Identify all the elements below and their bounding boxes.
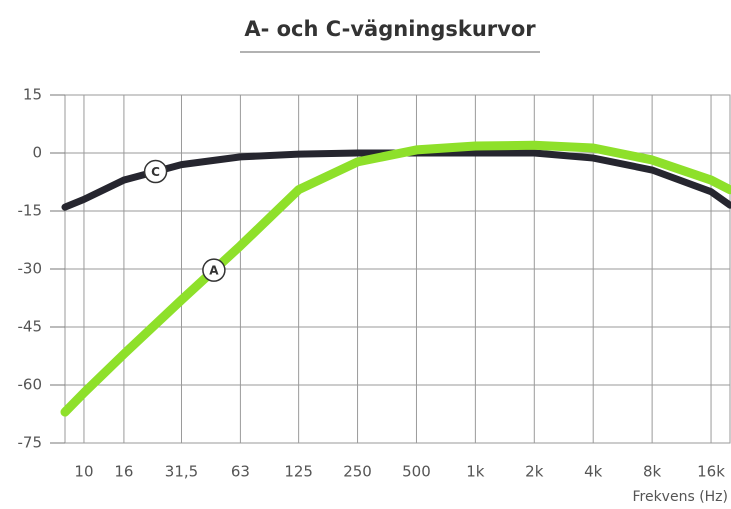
x-tick-label: 2k	[525, 463, 544, 481]
x-tick-label: 1k	[466, 463, 485, 481]
x-tick-label: 16	[114, 463, 133, 481]
y-tick-label: -75	[18, 434, 43, 452]
x-tick-label: 8k	[643, 463, 662, 481]
series-label: C	[151, 165, 160, 179]
x-tick-label: 4k	[584, 463, 603, 481]
series-line	[61, 149, 731, 211]
series-label: A	[209, 264, 219, 278]
chart-title: A- och C-vägningskurvor	[244, 17, 536, 41]
x-axis-label: Frekvens (Hz)	[632, 489, 728, 505]
x-tick-label: 10	[74, 463, 93, 481]
x-tick-label: 250	[343, 463, 372, 481]
x-tick-label: 16k	[697, 463, 725, 481]
y-tick-label: 0	[32, 144, 42, 162]
y-tick-label: 15	[23, 86, 42, 104]
series-line	[60, 140, 731, 417]
y-tick-label: -60	[18, 376, 43, 394]
y-tick-label: -30	[18, 260, 43, 278]
x-tick-label: 500	[402, 463, 431, 481]
series-label-circle	[143, 159, 168, 184]
y-tick-label: -15	[18, 202, 43, 220]
x-tick-label: 31,5	[165, 463, 198, 481]
x-tick-label: 63	[231, 463, 250, 481]
series-label-circle	[202, 258, 226, 282]
y-tick-label: -45	[18, 318, 43, 336]
x-tick-label: 125	[284, 463, 313, 481]
